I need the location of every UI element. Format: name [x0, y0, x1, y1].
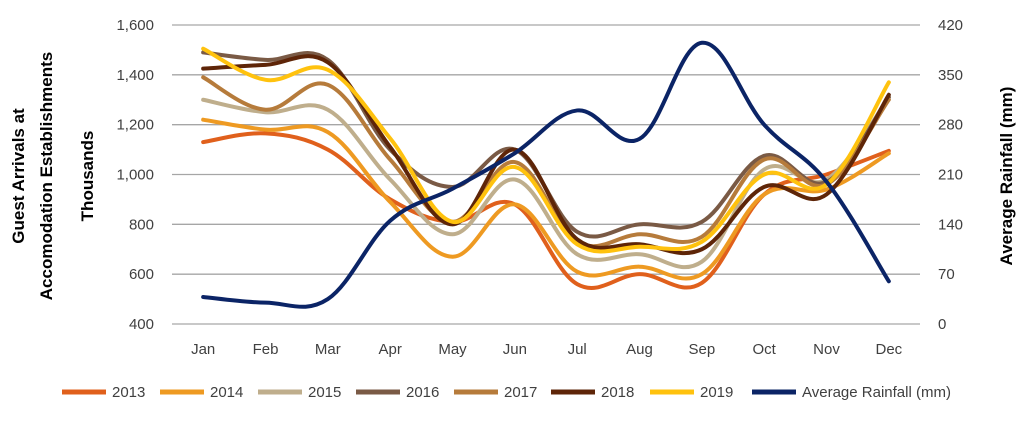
right-axis-ticks: 0 70 140 210 280 350 420: [938, 17, 963, 333]
x-tick-label: May: [438, 341, 467, 358]
y-tick-label: 1,400: [116, 67, 154, 84]
y2-tick-label: 210: [938, 167, 963, 184]
series-line-2019: [201, 46, 891, 254]
y-tick-label: 1,000: [116, 167, 154, 184]
y2-tick-label: 70: [938, 266, 955, 283]
x-tick-label: Jan: [191, 341, 215, 358]
series-line-2018: [201, 54, 891, 255]
legend-label-average-rainfall-mm: Average Rainfall (mm): [802, 384, 951, 401]
y2-tick-label: 420: [938, 17, 963, 34]
x-tick-label: Aug: [626, 341, 653, 358]
x-tick-label: Mar: [315, 341, 341, 358]
x-tick-label: Feb: [253, 341, 279, 358]
legend-label-2018: 2018: [601, 384, 634, 401]
x-tick-label: Nov: [813, 341, 840, 358]
legend-label-2017: 2017: [504, 384, 537, 401]
legend-label-2019: 2019: [700, 384, 733, 401]
x-axis-ticks: Jan Feb Mar Apr May Jun Jul Aug Sep Oct Nov Dec: [191, 341, 903, 358]
series-line-2015: [201, 95, 891, 270]
y2label: Average Rainfall (mm): [997, 87, 1016, 266]
x-tick-label: Sep: [688, 341, 715, 358]
x-tick-label: Apr: [378, 341, 401, 358]
grid-lines: [172, 24, 920, 325]
y-tick-label: 400: [129, 316, 154, 333]
left-axis-title: Guest Arrivals at Accomodation Establish…: [9, 52, 97, 300]
legend-label-2016: 2016: [406, 384, 439, 401]
y-tick-label: 600: [129, 266, 154, 283]
legend-label-2014: 2014: [210, 384, 243, 401]
legend: 2013 2014 2015 2016 2017 2018 2019 Average Rain…: [62, 384, 951, 401]
left-axis-ticks: 400 600 800 1,000 1,200 1,400 1,600: [116, 17, 154, 333]
y-tick-label: 1,200: [116, 117, 154, 134]
x-tick-label: Jul: [568, 341, 587, 358]
x-tick-label: Dec: [875, 341, 902, 358]
ylabel-line-1: Guest Arrivals at: [9, 108, 28, 244]
series-lines: [201, 40, 891, 309]
y2-tick-label: 0: [938, 316, 946, 333]
ylabel-line-2: Accomodation Establishments: [37, 52, 56, 300]
series-line-2014: [201, 117, 891, 281]
y-tick-label: 800: [129, 216, 154, 233]
x-tick-label: Oct: [752, 341, 776, 358]
ylabel-line-3: Thousands: [78, 131, 97, 222]
y2-tick-label: 140: [938, 216, 963, 233]
legend-label-2013: 2013: [112, 384, 145, 401]
x-tick-label: Jun: [503, 341, 527, 358]
y2-tick-label: 350: [938, 67, 963, 84]
series-line-average-rainfall-mm: [201, 40, 891, 309]
y2-tick-label: 280: [938, 117, 963, 134]
y-tick-label: 1,600: [116, 17, 154, 34]
legend-label-2015: 2015: [308, 384, 341, 401]
